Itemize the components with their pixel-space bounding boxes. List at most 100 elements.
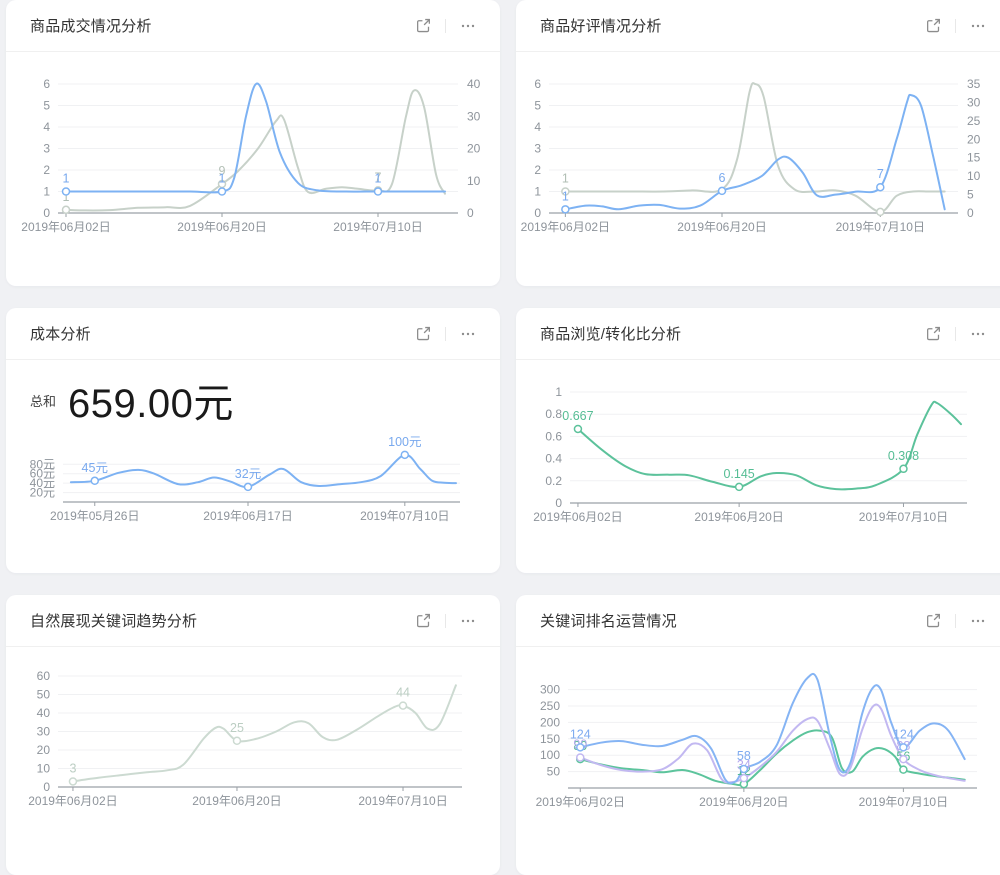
svg-text:50: 50	[547, 765, 561, 779]
svg-text:30: 30	[467, 109, 481, 123]
panel-header: 成本分析	[6, 308, 500, 360]
ellipsis-icon[interactable]	[458, 16, 478, 36]
svg-text:250: 250	[540, 699, 560, 713]
svg-text:40: 40	[467, 77, 481, 91]
svg-text:1: 1	[43, 185, 50, 199]
svg-text:0: 0	[534, 206, 541, 220]
svg-text:2: 2	[43, 163, 50, 177]
panel-transaction-analysis: 商品成交情况分析 0 1 2 3 4 5 6 0 10 20 30 40 2019年06月02日 2019…	[6, 0, 500, 286]
panel-header: 商品浏览/转化比分析	[516, 308, 1000, 360]
svg-text:2019年06月20日: 2019年06月20日	[192, 794, 281, 808]
svg-text:2019年06月02日: 2019年06月02日	[536, 795, 625, 809]
panel-actions	[923, 16, 988, 36]
svg-text:2019年06月20日: 2019年06月20日	[177, 220, 266, 234]
panel-header: 自然展现关键词趋势分析	[6, 595, 500, 647]
svg-text:25: 25	[967, 114, 981, 128]
svg-text:45元: 45元	[82, 461, 108, 475]
svg-text:0: 0	[967, 206, 974, 220]
ellipsis-icon[interactable]	[968, 16, 988, 36]
ellipsis-icon[interactable]	[458, 611, 478, 631]
panel-actions	[413, 611, 478, 631]
svg-text:40元: 40元	[30, 476, 55, 490]
panel-header: 商品成交情况分析	[6, 0, 500, 52]
line-chart[interactable]: 50 100 150 200 250 300 2019年06月02日 2019年06月20日 2…	[516, 647, 1000, 812]
svg-text:6: 6	[719, 171, 726, 185]
divider	[955, 326, 956, 341]
svg-text:100元: 100元	[388, 435, 421, 449]
svg-text:3: 3	[69, 761, 76, 775]
panel-keyword-ranking: 关键词排名运营情况 50 100 150 200 250 300 2019年06月02日 20…	[516, 595, 1000, 875]
svg-text:2019年06月02日: 2019年06月02日	[21, 220, 110, 234]
svg-text:1: 1	[555, 385, 562, 399]
svg-text:1: 1	[219, 172, 226, 186]
svg-text:32元: 32元	[235, 467, 261, 481]
svg-text:50: 50	[37, 688, 51, 702]
panel-conversion-analysis: 商品浏览/转化比分析 0 0.2 0.4 0.6 0.8 1 2019年06月02日 2019…	[516, 308, 1000, 573]
svg-text:0.667: 0.667	[562, 409, 593, 423]
divider	[955, 18, 956, 33]
svg-text:2019年07月10日: 2019年07月10日	[859, 795, 948, 809]
line-chart[interactable]: 0 10 20 30 40 50 60 2019年06月02日 2019年06月20日 2019年…	[6, 647, 500, 812]
svg-text:3: 3	[534, 142, 541, 156]
svg-text:0: 0	[467, 206, 474, 220]
external-link-icon[interactable]	[413, 611, 433, 631]
kpi-total: 总和 659.00元	[30, 374, 476, 426]
panel-actions	[923, 324, 988, 344]
ellipsis-icon[interactable]	[968, 611, 988, 631]
svg-text:30: 30	[967, 95, 981, 109]
svg-text:58: 58	[737, 749, 751, 763]
line-chart[interactable]: 0 1 2 3 4 5 6 0 5 10 15 20 25 30 35 2019年06月02日 2019年06月…	[516, 52, 1000, 250]
external-link-icon[interactable]	[413, 324, 433, 344]
svg-text:35: 35	[967, 77, 981, 91]
ellipsis-icon[interactable]	[458, 324, 478, 344]
divider	[445, 18, 446, 33]
svg-text:1: 1	[562, 189, 569, 203]
divider	[955, 613, 956, 628]
line-chart[interactable]: 0 0.2 0.4 0.6 0.8 1 2019年06月02日 2019年06月20日 2019…	[516, 378, 1000, 530]
svg-text:150: 150	[540, 732, 560, 746]
svg-text:7: 7	[375, 170, 382, 184]
svg-text:5: 5	[43, 99, 50, 113]
svg-text:0: 0	[43, 206, 50, 220]
svg-text:3: 3	[43, 142, 50, 156]
svg-text:4: 4	[43, 120, 50, 134]
svg-text:80元: 80元	[30, 457, 55, 471]
svg-text:5: 5	[967, 188, 974, 202]
kpi-value: 659.00元	[68, 382, 234, 426]
svg-text:60元: 60元	[30, 467, 55, 481]
external-link-icon[interactable]	[923, 324, 943, 344]
svg-text:1: 1	[534, 185, 541, 199]
panel-header: 关键词排名运营情况	[516, 595, 1000, 647]
svg-text:0.6: 0.6	[545, 429, 562, 443]
svg-text:6: 6	[534, 77, 541, 91]
svg-text:0.8: 0.8	[545, 407, 562, 421]
ellipsis-icon[interactable]	[968, 324, 988, 344]
svg-text:4: 4	[534, 120, 541, 134]
svg-text:44: 44	[396, 686, 410, 700]
external-link-icon[interactable]	[923, 16, 943, 36]
panel-cost-analysis: 成本分析 总和 659.00元 20元 40元 60元 80元 2019年05月26日 2…	[6, 308, 500, 573]
svg-text:2019年07月10日: 2019年07月10日	[360, 509, 449, 523]
svg-text:40: 40	[37, 706, 51, 720]
external-link-icon[interactable]	[413, 16, 433, 36]
panel-actions	[413, 16, 478, 36]
panel-actions	[413, 324, 478, 344]
svg-text:0: 0	[555, 496, 562, 510]
svg-text:100: 100	[540, 748, 560, 762]
svg-text:10: 10	[467, 174, 481, 188]
svg-text:2019年07月10日: 2019年07月10日	[836, 220, 925, 234]
panel-title: 商品浏览/转化比分析	[540, 326, 682, 343]
svg-text:15: 15	[967, 151, 981, 165]
panel-review-analysis: 商品好评情况分析 0 1 2 3 4 5 6 0 5 10 15 20 25 30 35 2019年06月02…	[516, 0, 1000, 286]
svg-text:124: 124	[570, 727, 591, 741]
panel-title: 商品好评情况分析	[540, 18, 662, 35]
svg-text:1: 1	[63, 190, 70, 204]
line-chart[interactable]: 0 1 2 3 4 5 6 0 10 20 30 40 2019年06月02日 2019年06月20日 20…	[6, 52, 500, 250]
line-chart[interactable]: 20元 40元 60元 80元 2019年05月26日 2019年06月17日 2019年0…	[6, 428, 500, 532]
svg-text:20: 20	[467, 142, 481, 156]
svg-text:7: 7	[877, 167, 884, 181]
svg-text:2019年06月20日: 2019年06月20日	[694, 510, 783, 524]
svg-text:2019年07月10日: 2019年07月10日	[358, 794, 447, 808]
external-link-icon[interactable]	[923, 611, 943, 631]
